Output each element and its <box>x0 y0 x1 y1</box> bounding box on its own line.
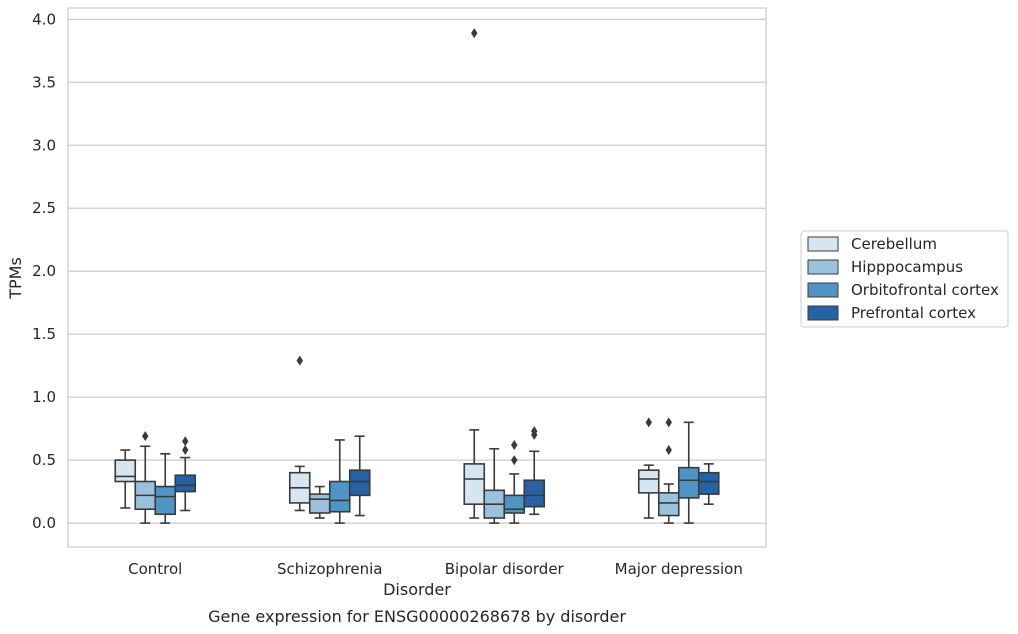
legend: Cerebellum Hipppocampus Orbitofrontal cort… <box>800 230 1009 328</box>
outlier-point <box>471 28 478 39</box>
box-major-depression <box>677 421 700 524</box>
outlier-point <box>665 445 672 456</box>
x-tick-label: Major depression <box>615 560 743 578</box>
box-body <box>637 469 660 494</box>
outlier-point <box>665 417 672 428</box>
outlier-point <box>531 426 538 437</box>
legend-swatch <box>807 282 839 298</box>
y-tick-label: 0.0 <box>32 514 56 532</box>
outlier-point <box>645 417 652 428</box>
chart-caption: Gene expression for ENSG00000268678 by d… <box>208 607 626 626</box>
y-tick-label: 3.0 <box>32 136 56 154</box>
box-bipolar-disorder <box>483 447 506 524</box>
box-body <box>677 466 700 499</box>
legend-swatch <box>807 236 839 252</box>
y-tick-label: 1.5 <box>32 325 56 343</box>
legend-item: Prefrontal cortex <box>807 304 976 322</box>
box-bipolar-disorder <box>503 439 526 524</box>
box-series <box>114 28 720 524</box>
legend-label: Orbitofrontal cortex <box>851 281 999 299</box>
outlier-point <box>511 439 518 450</box>
box-body <box>348 469 371 497</box>
legend-item: Hipppocampus <box>807 258 963 276</box>
box-major-depression <box>657 417 680 524</box>
legend-label: Hipppocampus <box>851 258 963 276</box>
legend-label: Prefrontal cortex <box>851 304 976 322</box>
legend-label: Cerebellum <box>851 235 937 253</box>
x-tick-label: Control <box>128 560 182 578</box>
box-body <box>308 493 331 514</box>
box-bipolar-disorder <box>463 28 486 519</box>
legend-item: Cerebellum <box>807 235 937 253</box>
series-orbitofrontal-cortex <box>154 421 700 524</box>
y-tick-label: 2.0 <box>32 262 56 280</box>
box-body <box>697 471 720 495</box>
series-prefrontal-cortex <box>174 426 720 517</box>
y-tick-label: 3.5 <box>32 73 56 91</box>
box-schizophrenia <box>288 355 311 512</box>
box-major-depression <box>697 463 720 505</box>
box-bipolar-disorder <box>523 426 546 516</box>
box-body <box>114 459 137 483</box>
y-tick-label: 0.5 <box>32 451 56 469</box>
y-tick-label: 2.5 <box>32 199 56 217</box>
y-axis-label: TPMs <box>6 257 25 300</box>
box-schizophrenia <box>308 485 331 519</box>
box-schizophrenia <box>348 435 371 517</box>
y-tick-label: 1.0 <box>32 388 56 406</box>
gridlines <box>68 18 766 524</box>
box-major-depression <box>637 417 660 519</box>
outlier-point <box>182 436 189 447</box>
outlier-point <box>142 431 149 442</box>
x-axis-ticks: Control Schizophrenia Bipolar disorder Majo… <box>128 560 743 578</box>
legend-swatch <box>807 259 839 275</box>
x-tick-label: Bipolar disorder <box>445 560 565 578</box>
box-schizophrenia <box>328 439 351 524</box>
box-body <box>328 480 351 513</box>
box-body <box>657 492 680 517</box>
box-control <box>134 431 157 524</box>
box-body <box>463 463 486 505</box>
outlier-point <box>511 455 518 466</box>
outlier-point <box>182 445 189 456</box>
legend-frame <box>800 230 1009 328</box>
y-axis-ticks: 0.0 0.5 1.0 1.5 2.0 2.5 3.0 3.5 4.0 <box>32 10 56 532</box>
y-tick-label: 4.0 <box>32 10 56 28</box>
x-tick-label: Schizophrenia <box>277 560 382 578</box>
box-control <box>154 453 177 524</box>
x-axis-label: Disorder <box>383 580 451 599</box>
box-body <box>523 479 546 508</box>
box-control <box>174 436 197 512</box>
box-control <box>114 449 137 509</box>
series-hipppocampus <box>134 417 680 524</box>
outlier-point <box>296 355 303 366</box>
legend-item: Orbitofrontal cortex <box>807 281 999 299</box>
legend-swatch <box>807 305 839 321</box>
box-body <box>174 474 197 493</box>
box-body <box>503 494 526 514</box>
series-cerebellum <box>114 28 660 519</box>
box-body <box>154 485 177 516</box>
plot-frame <box>67 7 767 548</box>
